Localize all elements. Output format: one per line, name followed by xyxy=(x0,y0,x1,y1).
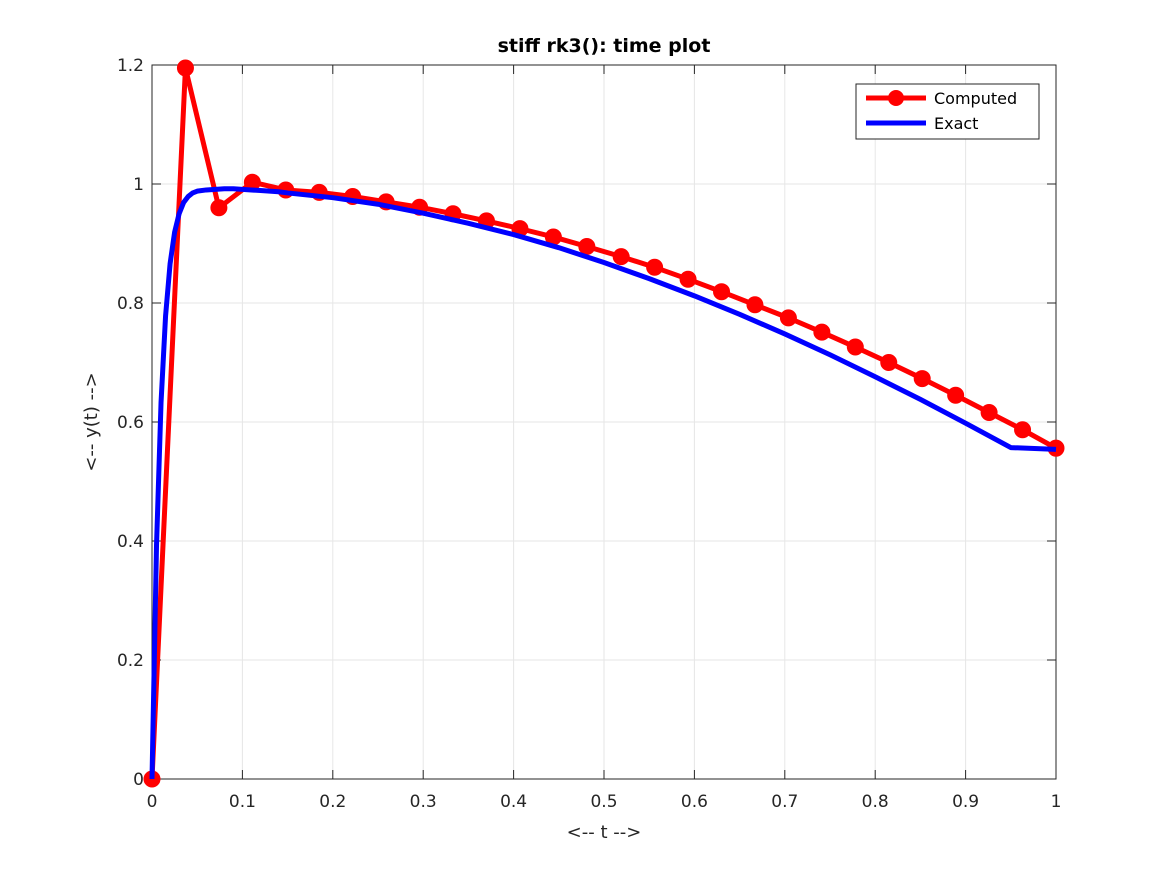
x-tick-label: 0.1 xyxy=(229,792,256,812)
data-point-computed xyxy=(578,237,596,255)
data-point-computed xyxy=(1014,421,1032,439)
x-tick-label: 0.5 xyxy=(590,792,617,812)
legend-item-exact[interactable]: Exact xyxy=(866,114,978,133)
y-tick-label: 1 xyxy=(133,175,144,195)
x-tick-label: 0.6 xyxy=(681,792,708,812)
x-axis-label: <-- t --> xyxy=(567,822,642,843)
data-point-computed xyxy=(947,386,965,404)
data-point-computed xyxy=(846,338,864,356)
chart-title: stiff rk3(): time plot xyxy=(498,35,711,57)
x-tick-label: 0.4 xyxy=(500,792,527,812)
data-point-computed xyxy=(980,403,998,421)
y-tick-label: 1.2 xyxy=(117,56,144,76)
x-tick-label: 0.9 xyxy=(952,792,979,812)
x-tick-label: 0.2 xyxy=(319,792,346,812)
series-line-computed xyxy=(149,65,1058,780)
data-point-computed xyxy=(779,309,797,327)
x-tick-label: 0 xyxy=(147,792,158,812)
y-tick-label: 0.8 xyxy=(117,294,144,314)
y-tick-label: 0.2 xyxy=(117,651,144,671)
series-line-exact xyxy=(149,186,1057,780)
legend-label-computed: Computed xyxy=(934,89,1017,108)
data-point-computed xyxy=(646,258,664,276)
legend-marker-computed xyxy=(888,90,904,106)
x-tick-label: 0.3 xyxy=(410,792,437,812)
data-point-computed xyxy=(612,248,630,266)
plot-area xyxy=(143,59,1065,788)
data-point-computed xyxy=(210,199,228,217)
y-tick-label: 0.4 xyxy=(117,532,144,552)
y-tick-label: 0.6 xyxy=(117,413,144,433)
y-axis-label: <-- y(t) --> xyxy=(81,372,102,471)
data-point-computed xyxy=(679,270,697,288)
legend-item-computed[interactable]: Computed xyxy=(866,89,1017,108)
x-tick-label: 0.8 xyxy=(862,792,889,812)
data-point-computed xyxy=(746,296,764,314)
legend-box xyxy=(855,83,1040,140)
legend[interactable]: Computed Exact xyxy=(855,83,1040,140)
data-point-computed xyxy=(880,354,898,371)
data-point-computed xyxy=(813,323,831,341)
x-tick-label: 1 xyxy=(1051,792,1062,812)
data-point-computed xyxy=(913,370,931,388)
data-point-computed xyxy=(176,59,194,77)
y-tick-label: 0 xyxy=(133,770,144,790)
data-point-computed xyxy=(713,283,731,301)
legend-label-exact: Exact xyxy=(934,114,978,133)
x-tick-label: 0.7 xyxy=(771,792,798,812)
